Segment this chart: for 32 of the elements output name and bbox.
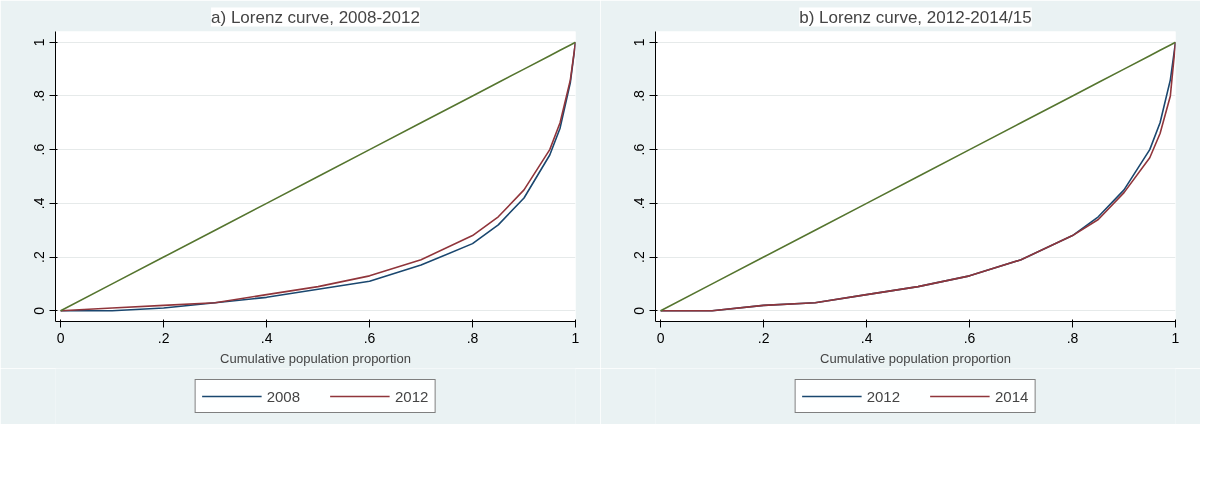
- x-tick-label: 0: [656, 329, 665, 346]
- x-tick-label: .2: [157, 329, 170, 346]
- legend-label: 2014: [995, 387, 1029, 405]
- y-tick-label: .4: [31, 197, 48, 210]
- y-tick-label: 1: [631, 38, 648, 47]
- legend-label: 2008: [266, 387, 300, 405]
- x-tick-label: .6: [963, 329, 976, 346]
- y-tick-label: 0: [631, 306, 648, 315]
- x-tick-label: .4: [260, 329, 273, 346]
- x-tick-label: 0: [56, 329, 65, 346]
- x-tick-label: .4: [860, 329, 873, 346]
- legend-label: 2012: [866, 387, 900, 405]
- y-tick-label: .8: [31, 89, 48, 102]
- legend-label: 2012: [395, 387, 429, 405]
- y-tick-label: .4: [631, 197, 648, 210]
- chart-title: a) Lorenz curve, 2008-2012: [211, 7, 420, 27]
- y-tick-label: .8: [631, 89, 648, 102]
- x-tick-label: .2: [757, 329, 770, 346]
- x-tick-label: 1: [1171, 329, 1180, 346]
- y-tick-label: .6: [631, 143, 648, 156]
- y-tick-label: 1: [31, 38, 48, 47]
- chart-title: b) Lorenz curve, 2012-2014/15: [799, 7, 1032, 27]
- x-tick-label: .6: [363, 329, 376, 346]
- x-tick-label: .8: [466, 329, 479, 346]
- x-tick-label: 1: [571, 329, 580, 346]
- y-tick-label: 0: [31, 306, 48, 315]
- x-tick-label: .8: [1066, 329, 1079, 346]
- x-axis-title: Cumulative population proportion: [820, 350, 1011, 366]
- y-tick-label: .6: [31, 143, 48, 156]
- y-tick-label: .2: [31, 251, 48, 263]
- x-axis-title: Cumulative population proportion: [220, 350, 411, 366]
- y-tick-label: .2: [631, 251, 648, 263]
